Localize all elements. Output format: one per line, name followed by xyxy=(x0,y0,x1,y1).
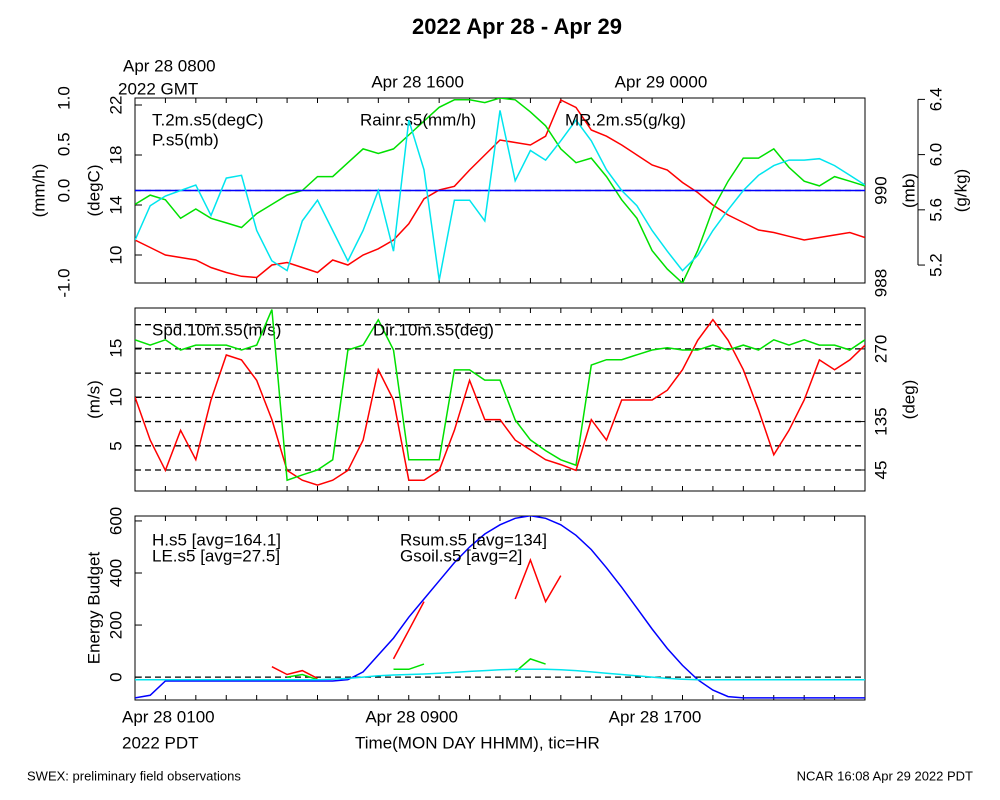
y-tick-label: 10 xyxy=(106,388,125,407)
x-axis-label: Time(MON DAY HHMM), tic=HR xyxy=(355,733,600,752)
y-axis-label: (m/s) xyxy=(84,380,103,419)
series-line xyxy=(135,309,865,482)
footer-right: NCAR 16:08 Apr 29 2022 PDT xyxy=(797,768,973,783)
x-tick-label: Apr 28 0900 xyxy=(365,707,458,726)
legend-entry: LE.s5 [avg=27.5] xyxy=(152,546,280,565)
y-tick-label: 990 xyxy=(871,176,890,204)
x2-tick-label: Apr 28 0800 xyxy=(123,56,216,75)
x2-tick-label: Apr 29 0000 xyxy=(615,72,708,91)
y-tick-label: 5.2 xyxy=(926,253,945,277)
legend-entry: Rainr.s5(mm/h) xyxy=(360,110,476,129)
x2-tick-label: Apr 28 1600 xyxy=(371,72,464,91)
y-tick-label: 600 xyxy=(106,507,125,535)
y-tick-label: 0 xyxy=(106,672,125,681)
legend-entry: Dir.10m.s5(deg) xyxy=(373,320,494,339)
y-tick-label: 0.5 xyxy=(54,132,73,156)
y-tick-label: 15 xyxy=(106,339,125,358)
y-tick-label: 200 xyxy=(106,611,125,639)
series-line xyxy=(135,98,865,283)
chart-title: 2022 Apr 28 - Apr 29 xyxy=(412,14,622,39)
y-axis-label: (deg) xyxy=(899,380,918,420)
y-tick-label: 400 xyxy=(106,559,125,587)
x-tick-label: Apr 28 0100 xyxy=(122,707,215,726)
legend-entry: Gsoil.s5 [avg=2] xyxy=(400,546,522,565)
y-tick-label: 14 xyxy=(106,196,125,215)
legend-entry: T.2m.s5(degC) xyxy=(152,110,263,129)
y-tick-label: 6.4 xyxy=(926,88,945,112)
footer-left: SWEX: preliminary field observations xyxy=(27,768,241,783)
y-tick-label: 22 xyxy=(106,96,125,115)
y-tick-label: 135 xyxy=(871,407,890,435)
y-tick-label: 270 xyxy=(871,335,890,363)
legend-entry: Rsum.s5 [avg=134] xyxy=(400,530,547,549)
series-line xyxy=(135,668,865,681)
series-line xyxy=(135,98,865,279)
y-tick-label: 45 xyxy=(871,461,890,480)
y-axis-label: (degC) xyxy=(84,165,103,217)
legend-entry: P.s5(mb) xyxy=(152,130,219,149)
legend-entry: MR.2m.s5(g/kg) xyxy=(565,110,686,129)
y-tick-label: 0.0 xyxy=(54,179,73,203)
y-tick-label: 5 xyxy=(106,441,125,450)
series-line xyxy=(271,557,562,680)
y-tick-label: -1.0 xyxy=(54,268,73,297)
y-axis-label: (mb) xyxy=(899,173,918,208)
legend-entry: Spd.10m.s5(m/s) xyxy=(152,320,281,339)
y-axis-label: Energy Budget xyxy=(84,551,103,664)
series-line xyxy=(286,658,546,681)
x-sublabel: 2022 PDT xyxy=(122,733,199,752)
y-axis-label: (mm/h) xyxy=(29,164,48,218)
x-tick-label: Apr 28 1700 xyxy=(609,707,702,726)
x2-sublabel: 2022 GMT xyxy=(118,79,198,98)
legend-entry: H.s5 [avg=164.1] xyxy=(152,530,281,549)
y-tick-label: 988 xyxy=(871,269,890,297)
series-line xyxy=(135,318,865,486)
y-tick-label: 6.0 xyxy=(926,143,945,167)
series-line xyxy=(135,516,865,699)
y-axis-label: (g/kg) xyxy=(951,169,970,212)
series-line xyxy=(135,110,865,281)
y-tick-label: 18 xyxy=(106,146,125,165)
y-tick-label: 5.6 xyxy=(926,198,945,222)
y-tick-label: 10 xyxy=(106,246,125,265)
y-tick-label: 1.0 xyxy=(54,86,73,110)
